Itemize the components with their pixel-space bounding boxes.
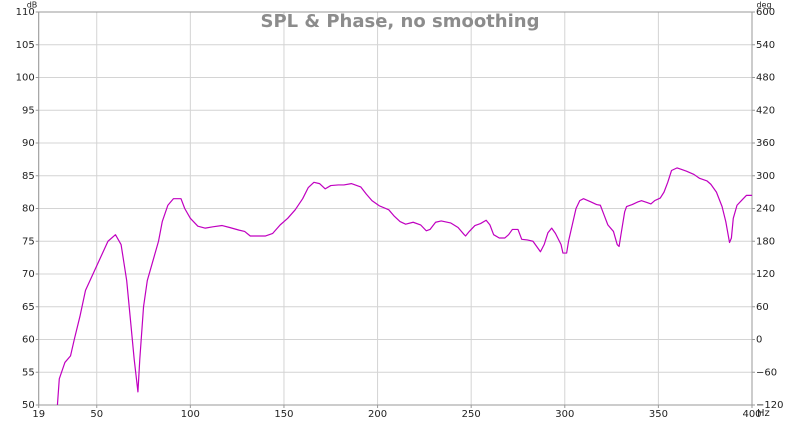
x-tick-label: 150 [274, 409, 293, 420]
y-tick-label: 105 [16, 40, 35, 51]
y2-axis-unit: deg [756, 1, 771, 10]
y-tick-label: 50 [22, 400, 35, 411]
y-tick-label: 100 [16, 73, 35, 84]
y2-tick-label: 120 [756, 269, 775, 280]
y2-tick-label: 180 [756, 236, 775, 247]
x-tick-label: 300 [555, 409, 574, 420]
y-tick-label: 70 [22, 269, 35, 280]
spl-line [56, 167, 752, 406]
y2-tick-label: −120 [756, 400, 783, 411]
x-tick-label: 350 [649, 409, 668, 420]
x-tick-label: 400 [742, 409, 761, 420]
y2-tick-label: 420 [756, 105, 775, 116]
y-tick-label: 90 [22, 138, 35, 149]
x-tick-label: 250 [462, 409, 481, 420]
y2-tick-label: 300 [756, 171, 775, 182]
y2-tick-label: −60 [756, 367, 777, 378]
y2-tick-label: 480 [756, 73, 775, 84]
y-tick-label: 85 [22, 171, 35, 182]
x-tick-label: 100 [181, 409, 200, 420]
y-tick-label: 60 [22, 335, 35, 346]
x-axis-unit: Hz [757, 408, 770, 419]
y2-tick-label: 240 [756, 204, 775, 215]
y2-tick-label: 540 [756, 40, 775, 51]
y2-tick-label: 0 [756, 335, 762, 346]
y-tick-label: 80 [22, 204, 35, 215]
y-tick-label: 65 [22, 302, 35, 313]
y-tick-label: 110 [16, 7, 35, 18]
y-tick-label: 55 [22, 367, 35, 378]
y2-tick-label: 600 [756, 7, 775, 18]
y-axis-unit: dB [27, 1, 38, 10]
x-tick-label: 19 [32, 409, 45, 420]
y2-tick-label: 60 [756, 302, 769, 313]
y-tick-label: 95 [22, 105, 35, 116]
y-tick-label: 75 [22, 236, 35, 247]
x-tick-label: 200 [368, 409, 387, 420]
y2-tick-label: 360 [756, 138, 775, 149]
chart-title: SPL & Phase, no smoothing [261, 11, 540, 32]
x-tick-label: 50 [90, 409, 103, 420]
